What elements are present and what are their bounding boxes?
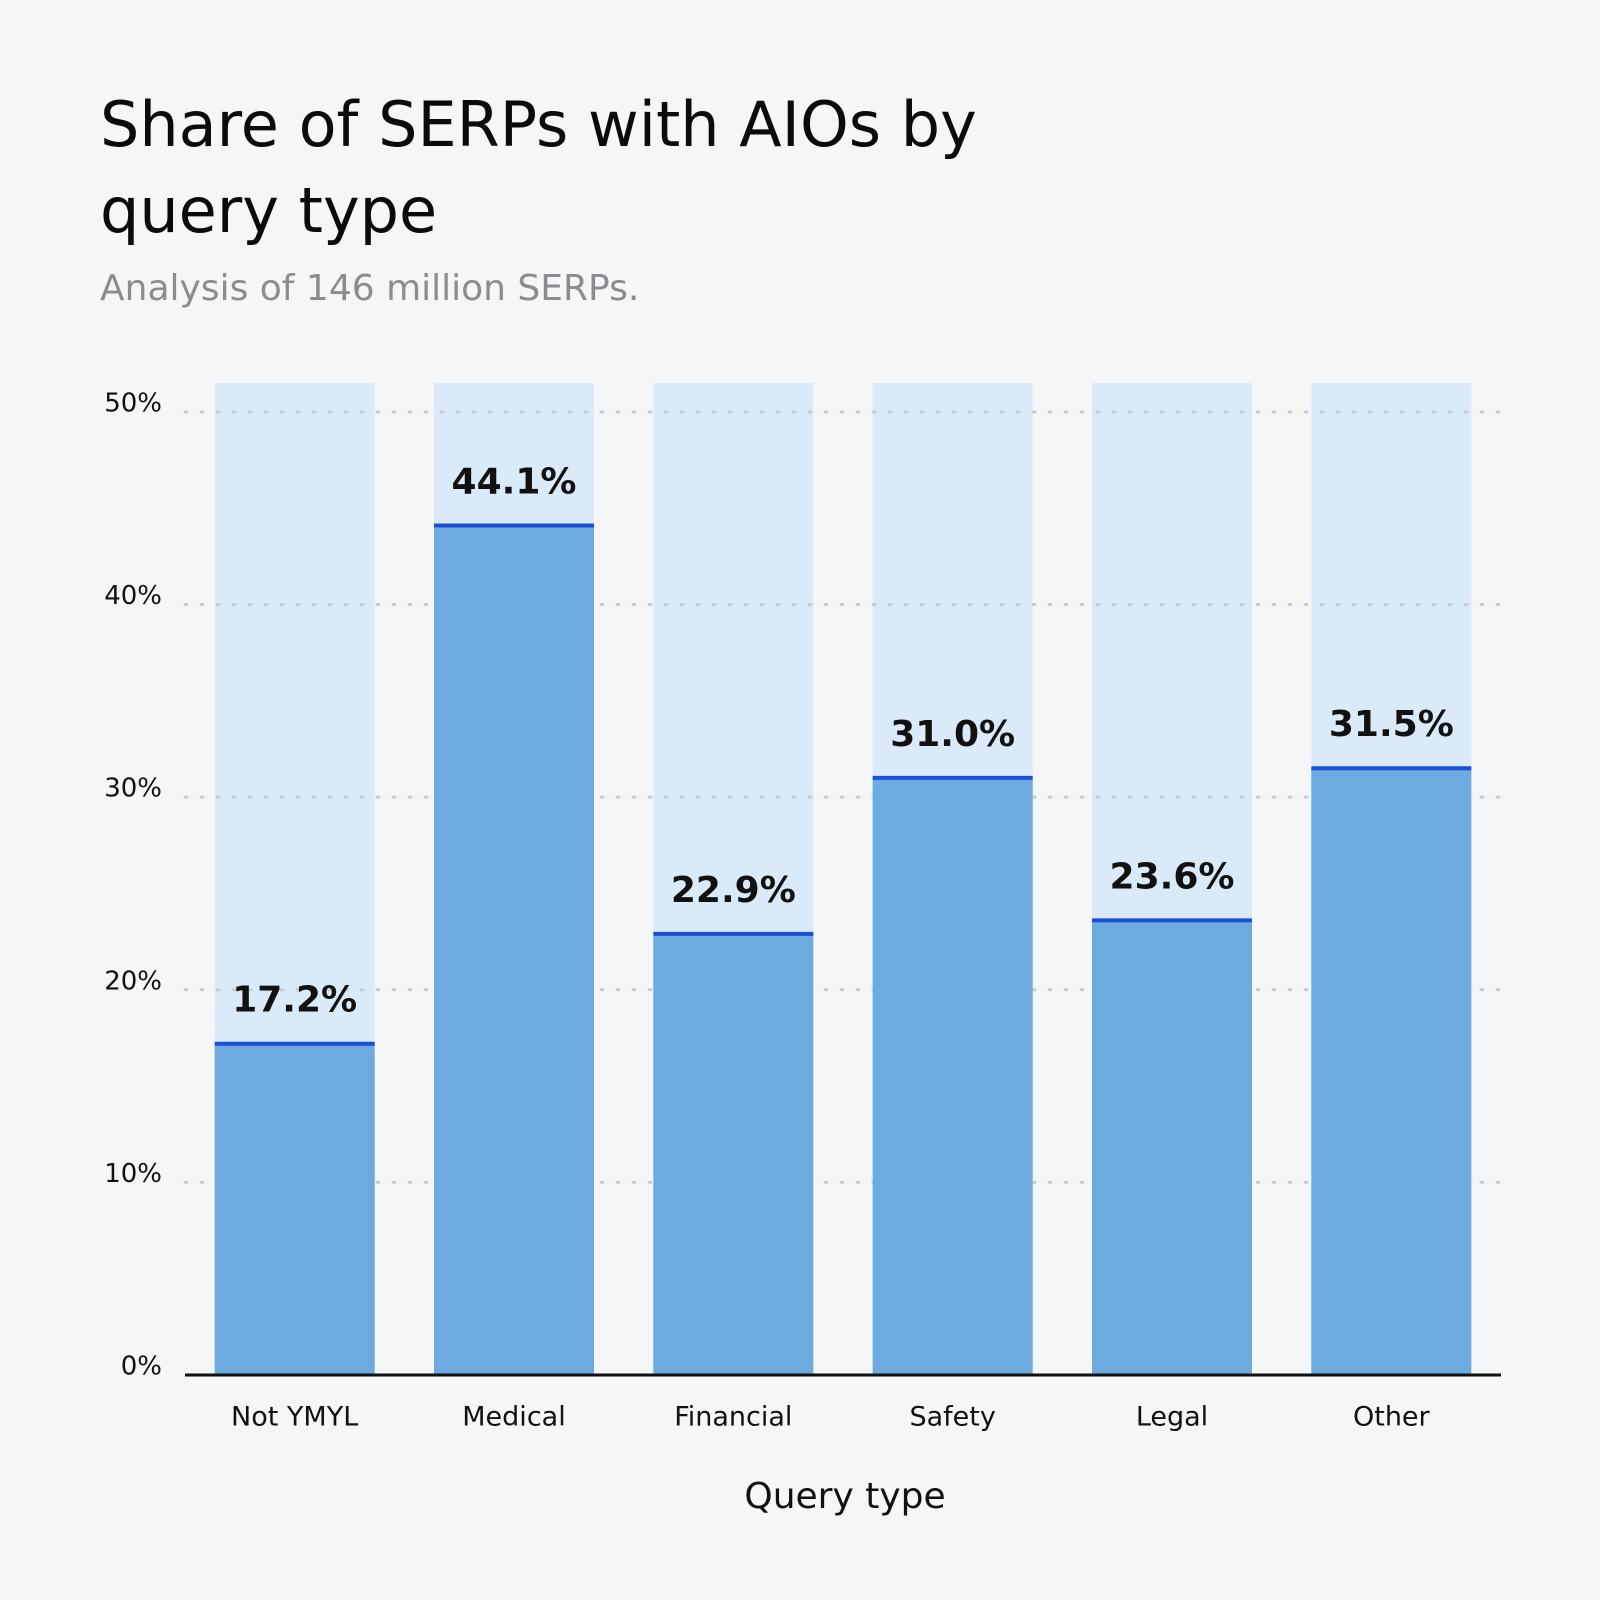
x-axis-title: Query type — [744, 1476, 945, 1517]
bar — [434, 525, 594, 1375]
x-tick-label: Legal — [1136, 1402, 1208, 1433]
x-tick-label: Not YMYL — [231, 1402, 358, 1433]
chart-title: Share of SERPs with AIOs by query type — [100, 88, 977, 247]
y-tick-label: 30% — [104, 774, 162, 804]
x-tick-label: Safety — [909, 1402, 995, 1433]
bar — [653, 933, 814, 1375]
data-label: 31.0% — [890, 714, 1015, 755]
y-tick-label: 50% — [104, 388, 162, 418]
y-tick-label: 40% — [104, 581, 162, 611]
data-label: 23.6% — [1110, 856, 1235, 897]
bar — [1092, 920, 1252, 1375]
data-label: 31.5% — [1329, 704, 1454, 745]
chart-subtitle: Analysis of 146 million SERPs. — [100, 268, 640, 309]
bar — [214, 1043, 375, 1375]
y-tick-label: 0% — [121, 1352, 162, 1382]
bar — [1311, 768, 1472, 1375]
x-tick-label: Medical — [462, 1402, 565, 1433]
data-label: 17.2% — [232, 980, 357, 1021]
bar — [872, 777, 1033, 1375]
x-tick-label: Financial — [674, 1402, 792, 1433]
y-tick-label: 10% — [104, 1159, 162, 1189]
x-tick-label: Other — [1353, 1402, 1431, 1433]
data-label: 22.9% — [671, 870, 796, 911]
y-tick-label: 20% — [104, 966, 162, 996]
data-label: 44.1% — [452, 462, 577, 503]
